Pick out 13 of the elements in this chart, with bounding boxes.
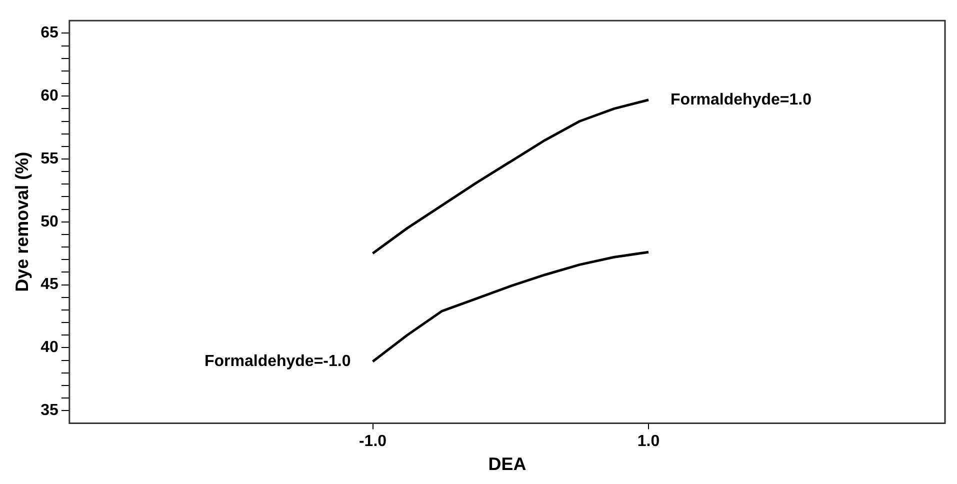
x-tick-label: -1.0 bbox=[358, 433, 387, 450]
annotation: Formaldehyde=-1.0 bbox=[204, 352, 351, 370]
y-tick-label: 50 bbox=[40, 213, 58, 230]
y-tick-label: 45 bbox=[40, 276, 58, 294]
y-tick-label: 35 bbox=[40, 402, 58, 420]
y-axis-title: Dye removal (%) bbox=[12, 152, 32, 292]
x-axis-title: DEA bbox=[488, 454, 526, 474]
y-tick-label: 55 bbox=[40, 150, 58, 168]
y-tick-label: 60 bbox=[40, 87, 58, 104]
annotation: Formaldehyde=1.0 bbox=[670, 91, 812, 108]
y-tick-label: 40 bbox=[40, 339, 58, 356]
x-tick-label: 1.0 bbox=[637, 433, 660, 450]
y-tick-label: 65 bbox=[40, 24, 58, 42]
